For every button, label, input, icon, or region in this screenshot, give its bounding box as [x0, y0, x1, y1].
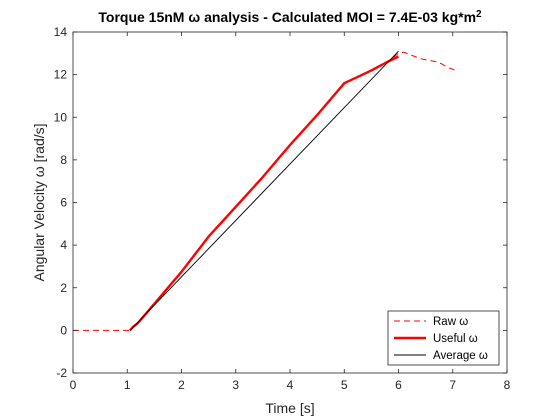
legend-label-2: Average ω: [433, 350, 488, 362]
y-tick-label: 6: [60, 196, 67, 210]
x-tick-label: 1: [124, 378, 131, 392]
x-tick-label: 8: [504, 378, 511, 392]
y-tick-label: 4: [60, 238, 67, 252]
x-tick-label: 0: [70, 378, 77, 392]
x-tick-label: 7: [449, 378, 456, 392]
x-tick-label: 5: [341, 378, 348, 392]
y-tick-label: 2: [60, 281, 67, 295]
x-tick-label: 6: [395, 378, 402, 392]
x-axis-label: Time [s]: [265, 400, 314, 416]
chart-title-superscript: 2: [476, 9, 482, 20]
y-axis-label: Angular Velocity ω [rad/s]: [31, 123, 47, 281]
y-tick-label: 12: [54, 68, 68, 82]
y-tick-label: 8: [60, 153, 67, 167]
y-tick-label: 14: [54, 25, 68, 39]
x-axis: 0 1 2 3 4 5 6 7 8: [70, 32, 511, 392]
series-layer: [73, 50, 456, 332]
chart-title: Torque 15nM ω analysis - Calculated MOI …: [98, 9, 482, 25]
legend-label-0: Raw ω: [433, 316, 468, 328]
x-tick-label: 2: [178, 378, 185, 392]
y-tick-label: 0: [60, 323, 67, 337]
legend-label-1: Useful ω: [433, 333, 478, 345]
y-axis: -2 0 2 4 6 8 10 12 14: [54, 25, 507, 380]
x-tick-label: 3: [232, 378, 239, 392]
series-line-2: [129, 50, 399, 331]
chart-title-main: Torque 15nM ω analysis - Calculated MOI …: [98, 9, 476, 25]
y-tick-label: -2: [56, 366, 67, 380]
legend: Raw ω Useful ω Average ω: [387, 310, 500, 366]
y-tick-label: 10: [54, 110, 68, 124]
x-tick-label: 4: [287, 378, 294, 392]
